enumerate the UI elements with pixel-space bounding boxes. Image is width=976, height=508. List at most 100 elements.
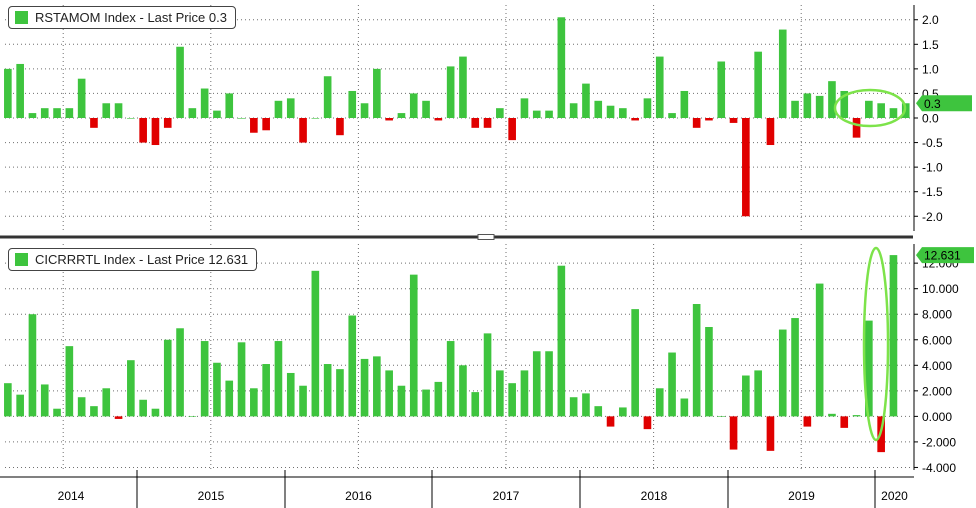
bar-cicrrrtl-49 [606, 416, 615, 427]
last-price-tag-cicrrrtl [916, 247, 974, 264]
y-tick-label-rstamom-7: -1.5 [922, 185, 943, 199]
bar-cicrrrtl-62 [766, 416, 775, 451]
panel-divider-handle [477, 234, 495, 240]
bar-rstamom-8 [90, 118, 98, 128]
y-tick-label-rstamom-1: 1.5 [922, 38, 939, 52]
bar-cicrrrtl-38 [471, 392, 480, 417]
bar-rstamom-34 [409, 93, 418, 118]
bar-cicrrrtl-14 [176, 328, 184, 417]
y-tick-label-rstamom-2: 1.0 [922, 62, 939, 76]
bar-cicrrrtl-61 [754, 370, 762, 417]
bar-rstamom-19 [225, 93, 234, 118]
legend-swatch-cicrrrtl [15, 253, 28, 266]
bar-rstamom-62 [754, 51, 762, 118]
legend-label-cicrrrtl: CICRRRTL Index - Last Price 12.631 [35, 252, 249, 267]
bar-rstamom-66 [803, 93, 812, 118]
bar-cicrrrtl-17 [213, 362, 221, 417]
bar-cicrrrtl-48 [594, 406, 603, 417]
legend-label-rstamom: RSTAMOM Index - Last Price 0.3 [35, 10, 227, 25]
bar-rstamom-49 [594, 100, 603, 118]
bar-cicrrrtl-51 [631, 309, 639, 417]
bar-cicrrrtl-9 [114, 416, 123, 419]
bar-rstamom-14 [163, 118, 172, 128]
bar-rstamom-32 [385, 118, 393, 121]
bar-cicrrrtl-11 [139, 399, 147, 417]
bar-rstamom-48 [582, 83, 590, 118]
bar-cicrrrtl-47 [582, 393, 590, 417]
bar-cicrrrtl-21 [262, 364, 270, 417]
x-year-label-2020: 2020 [881, 489, 908, 503]
y-tick-label-rstamom-8: -2.0 [922, 210, 943, 224]
bar-cicrrrtl-68 [840, 416, 849, 428]
bar-cicrrrtl-70 [865, 320, 873, 417]
x-year-label-2016: 2016 [345, 489, 372, 503]
bar-rstamom-63 [766, 118, 775, 146]
bar-rstamom-50 [606, 105, 615, 118]
bar-rstamom-26 [311, 118, 320, 119]
bar-rstamom-6 [65, 108, 74, 118]
bar-cicrrrtl-34 [422, 389, 430, 417]
y-tick-label-rstamom-0: 2.0 [922, 13, 939, 27]
bar-rstamom-70 [852, 118, 861, 138]
bar-rstamom-29 [348, 90, 357, 118]
y-tick-label-cicrrrtl-6: 0.000 [922, 410, 952, 424]
bar-rstamom-58 [705, 118, 713, 121]
bar-rstamom-55 [668, 113, 676, 118]
bar-rstamom-5 [53, 108, 61, 118]
bar-rstamom-33 [397, 113, 406, 118]
bar-rstamom-9 [102, 103, 111, 118]
bar-cicrrrtl-22 [274, 341, 283, 417]
bar-rstamom-61 [742, 118, 750, 217]
bar-cicrrrtl-43 [532, 351, 541, 417]
bar-cicrrrtl-4 [53, 408, 61, 417]
bar-rstamom-30 [360, 103, 369, 118]
bar-cicrrrtl-6 [77, 397, 86, 417]
last-price-label-rstamom: 0.3 [924, 97, 941, 111]
bar-rstamom-20 [237, 118, 246, 119]
x-year-label-2014: 2014 [58, 489, 85, 503]
y-tick-label-cicrrrtl-7: -2.000 [922, 435, 956, 449]
bar-rstamom-54 [655, 56, 664, 118]
bar-rstamom-43 [520, 98, 529, 118]
bar-cicrrrtl-30 [373, 356, 381, 417]
bar-rstamom-42 [508, 118, 516, 141]
bar-cicrrrtl-39 [483, 333, 492, 417]
bar-cicrrrtl-5 [65, 346, 74, 417]
bar-rstamom-41 [496, 108, 504, 118]
bar-rstamom-40 [483, 118, 492, 128]
bar-cicrrrtl-42 [520, 370, 529, 417]
bar-rstamom-13 [151, 118, 160, 146]
y-tick-label-rstamom-5: -0.5 [922, 136, 943, 150]
bar-cicrrrtl-8 [102, 388, 111, 417]
bar-rstamom-18 [213, 110, 221, 118]
bar-cicrrrtl-64 [791, 318, 799, 417]
bar-cicrrrtl-1 [16, 394, 24, 417]
bar-cicrrrtl-65 [803, 416, 812, 427]
bar-cicrrrtl-19 [237, 342, 246, 417]
bar-rstamom-25 [299, 118, 307, 143]
bar-cicrrrtl-16 [200, 341, 209, 417]
x-year-label-2019: 2019 [788, 489, 815, 503]
bar-rstamom-53 [643, 98, 652, 118]
bar-rstamom-31 [373, 68, 381, 118]
bar-cicrrrtl-12 [151, 408, 160, 417]
bar-rstamom-72 [877, 103, 885, 118]
y-tick-label-cicrrrtl-3: 6.000 [922, 333, 952, 347]
legend-swatch-rstamom [15, 11, 28, 24]
last-price-tag-rstamom [916, 95, 972, 112]
highlight-ellipse-rstamom [833, 88, 907, 128]
bar-rstamom-7 [77, 78, 86, 118]
bar-rstamom-1 [4, 68, 12, 118]
bar-rstamom-16 [188, 108, 197, 118]
bar-rstamom-73 [889, 108, 898, 118]
bar-rstamom-15 [176, 46, 184, 119]
bar-rstamom-28 [336, 118, 344, 136]
bar-cicrrrtl-0 [4, 383, 12, 417]
bar-cicrrrtl-7 [90, 406, 98, 417]
bar-cicrrrtl-52 [643, 416, 652, 430]
bar-cicrrrtl-44 [545, 351, 553, 417]
bar-rstamom-36 [434, 118, 443, 121]
bar-rstamom-47 [569, 103, 578, 118]
bar-rstamom-21 [250, 118, 258, 133]
bar-rstamom-3 [28, 113, 37, 118]
